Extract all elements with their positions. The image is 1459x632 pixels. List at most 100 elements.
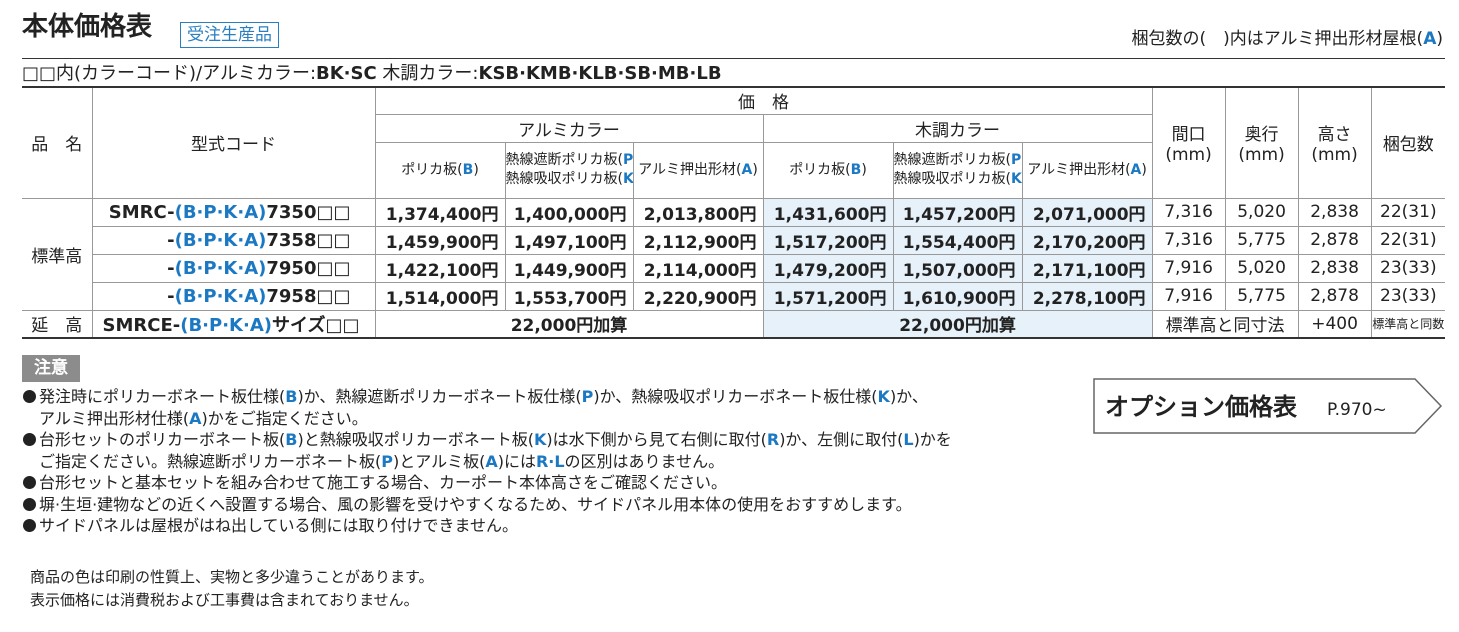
header-line: (mm)	[1311, 145, 1358, 166]
text-segment: KSB·KMB·KLB·SB·MB·LB	[478, 63, 722, 84]
data-row: -(B·P·K·A)7358□□ 1,459,900円 1,497,100円 2,11…	[22, 225, 1446, 255]
price: 1,449,900円	[504, 253, 634, 283]
text-segment: □□内(カラーコード)/アルミカラー:	[22, 63, 317, 84]
price: 1,479,200円	[762, 253, 894, 283]
header-line: アルミ押出形材(A)	[1023, 161, 1152, 180]
sub-header: 熱線遮断ポリカ板(P)熱線吸収ポリカ板(K)	[504, 141, 634, 199]
dimension: 7,316	[1151, 197, 1226, 227]
price: 1,514,000円	[374, 281, 506, 311]
text-segment: 7350□□	[266, 201, 351, 223]
text-segment: )とアルミ板(	[392, 451, 486, 471]
header-line: ポリカ板(B)	[376, 161, 505, 180]
price: 1,554,400円	[892, 225, 1023, 255]
price: 2,114,000円	[632, 253, 764, 283]
text-segment: -	[167, 257, 175, 279]
note-line: ご指定ください。熱線遮断ポリカーボネート板(P)とアルミ板(A)にはR·Lの区別…	[22, 451, 952, 473]
price: 1,400,000円	[504, 197, 634, 227]
row-label: 標準高	[22, 197, 93, 311]
dimension: +400	[1297, 309, 1372, 339]
badge: 受注生産品	[180, 22, 279, 48]
text-segment: 台形セットと基本セットを組み合わせて施工する場合、カーポート本体高さをご確認くだ…	[39, 473, 728, 492]
header-line: アルミ押出形材(A)	[634, 161, 762, 180]
notes-label: 注意	[22, 355, 80, 382]
model-code: -(B·P·K·A)7358□□	[92, 225, 376, 255]
dimension: 2,878	[1297, 281, 1372, 311]
text-segment: )と熱線吸収ポリカーボネート板(	[297, 430, 534, 449]
price: 1,457,200円	[892, 197, 1023, 227]
note-line: サイドパネルは屋根がはね出している側には取り付けできません。	[22, 515, 952, 537]
price: 2,171,100円	[1021, 253, 1153, 283]
text-segment: )かをご指定ください。	[201, 408, 368, 428]
text-segment: の区別はありません。	[564, 451, 725, 471]
text-segment: )か、左側に取付(	[779, 430, 904, 449]
packing-note: 梱包数の( )内はアルミ押出形材屋根(A)	[1131, 24, 1443, 49]
footer-line: 商品の色は印刷の性質上、実物と多少違うことがあります。	[30, 568, 434, 586]
bullet	[23, 497, 36, 511]
text-segment: ご指定ください。熱線遮断ポリカーボネート板(	[39, 451, 382, 471]
bullet	[23, 476, 36, 489]
text-segment: 熱線吸収ポリカ板(	[893, 171, 1011, 187]
text-segment: A	[1423, 29, 1437, 49]
sub-header: 熱線遮断ポリカ板(P)熱線吸収ポリカ板(K)	[892, 141, 1023, 199]
header-line: 熱線遮断ポリカ板(P)	[893, 151, 1022, 170]
color-codes: □□内(カラーコード)/アルミカラー:BK·SC 木調カラー:KSB·KMB·K…	[22, 59, 722, 85]
price: 1,422,100円	[374, 253, 506, 283]
dimension: 標準高と同寸法	[1151, 309, 1299, 339]
text-segment: K	[1010, 171, 1022, 187]
option-link[interactable]: オプション価格表 P.970~	[1093, 378, 1443, 434]
text-segment: SMRC-	[108, 201, 175, 223]
header-cell: 型式コード	[91, 86, 376, 199]
dimension: 2,838	[1297, 197, 1372, 227]
price: 22,000円加算	[762, 309, 1153, 339]
row-label: 延 高	[22, 309, 93, 339]
text-segment: K	[622, 171, 633, 187]
dimension: 5,020	[1224, 197, 1299, 227]
header-line: 高さ	[1317, 125, 1352, 146]
price: 1,553,700円	[504, 281, 634, 311]
text-segment: アルミ押出形材(	[638, 161, 742, 178]
footer: 商品の色は印刷の性質上、実物と多少違うことがあります。 表示価格には消費税および工…	[30, 566, 434, 612]
price: 2,112,900円	[632, 225, 764, 255]
text-segment: アルミ押出形材仕様(	[39, 408, 190, 428]
header-row: アルミカラー 木調カラー	[22, 113, 1445, 143]
model-code: -(B·P·K·A)7958□□	[92, 281, 376, 311]
note-line: 台形セットのポリカーボネート板(B)と熱線吸収ポリカーボネート板(K)は水下側か…	[22, 429, 952, 451]
data-row: -(B·P·K·A)7950□□ 1,422,100円 1,449,900円 2,11…	[22, 253, 1446, 283]
price: 1,507,000円	[892, 253, 1023, 283]
text-segment: A	[741, 161, 753, 178]
bullet	[23, 390, 36, 403]
text-segment: BK·SC	[316, 63, 377, 84]
text-segment: ポリカ板(	[401, 161, 463, 178]
note-line: 塀·生垣·建物などの近くへ設置する場合、風の影響を受けやすくなるため、サイドパネ…	[22, 494, 952, 516]
bullet	[23, 433, 36, 446]
dimension: 標準高と同数	[1370, 309, 1446, 339]
dimension: 2,838	[1297, 253, 1372, 283]
text-segment: 木調カラー:	[376, 63, 479, 84]
dimension: 23(33)	[1370, 253, 1446, 283]
text-segment: 熱線遮断ポリカ板(	[893, 152, 1011, 168]
header-line: (mm)	[1165, 145, 1212, 166]
model-code: -(B·P·K·A)7950□□	[92, 253, 376, 283]
text-segment: 梱包数の( )内はアルミ押出形材屋根(	[1131, 29, 1424, 49]
text-segment: P	[1010, 152, 1022, 168]
text-segment: P	[381, 451, 393, 471]
text-segment: 台形セットのポリカーボネート板(	[39, 430, 286, 449]
header-row: 品 名型式コード価 格間口 (mm) 奥行 (mm) 高さ (mm) 梱包数	[22, 86, 1446, 199]
price: 1,459,900円	[374, 225, 506, 255]
notes: 発注時にポリカーボネート板仕様(B)か、熱線遮断ポリカーボネート板仕様(P)か、…	[22, 386, 952, 537]
header-cell: 梱包数	[1370, 86, 1446, 199]
header-cell: 奥行 (mm)	[1224, 86, 1299, 199]
text-segment: A	[485, 451, 498, 471]
text-segment: 7958□□	[266, 285, 351, 307]
sub-header: アルミ押出形材(A)	[1021, 141, 1153, 199]
bullet	[23, 519, 36, 532]
text-segment: A	[1130, 161, 1142, 178]
header-line: 奥行	[1244, 125, 1279, 146]
header-line: (mm)	[1238, 145, 1285, 166]
sub-header: アルミ押出形材(A)	[632, 141, 764, 199]
price: 2,013,800円	[632, 197, 764, 227]
text-segment: サイドパネルは屋根がはね出している側には取り付けできません。	[39, 516, 519, 535]
text-segment: -	[167, 229, 175, 251]
text-segment: (B·P·K·A)	[174, 229, 267, 251]
